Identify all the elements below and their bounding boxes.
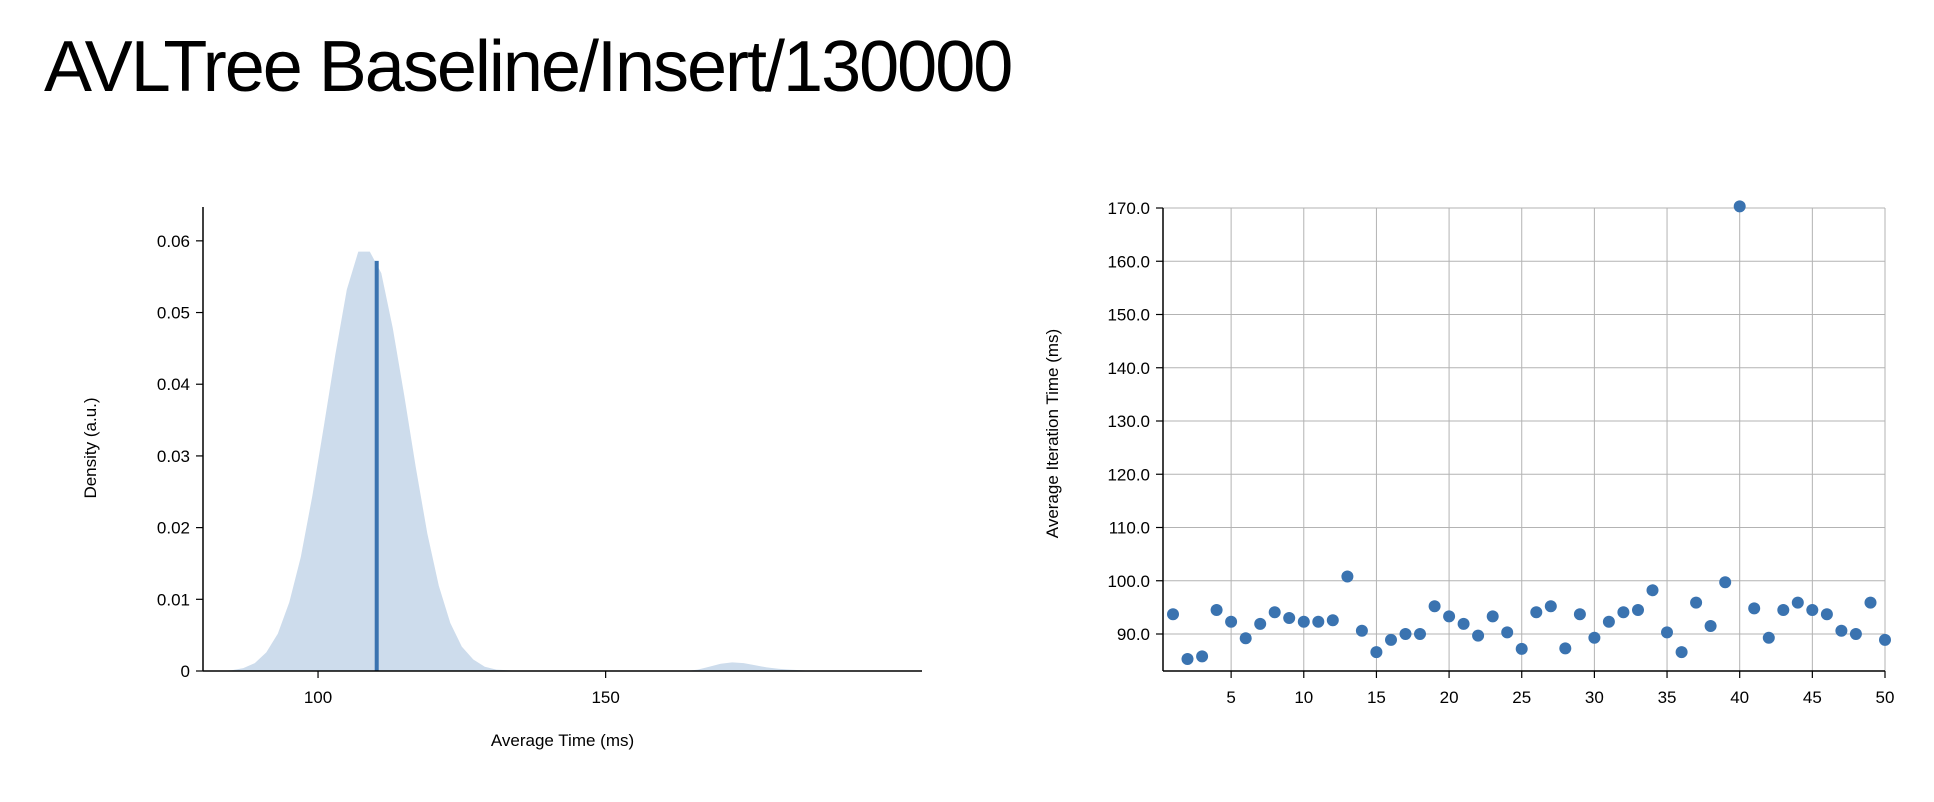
scatter-point — [1849, 628, 1862, 640]
density-y-tick-label: 0 — [181, 662, 190, 681]
scatter-point — [1704, 620, 1717, 632]
scatter-point — [1501, 626, 1514, 639]
scatter-points — [1167, 200, 1891, 665]
scatter-point — [1661, 626, 1673, 639]
scatter-point — [1762, 631, 1775, 644]
scatter-x-tick-label: 10 — [1294, 688, 1313, 707]
scatter-point — [1646, 584, 1659, 597]
scatter-point — [1806, 604, 1819, 616]
scatter-point — [1399, 628, 1412, 640]
scatter-point — [1414, 628, 1426, 640]
scatter-point — [1181, 653, 1194, 665]
scatter-point — [1312, 615, 1325, 628]
scatter-y-tick-label: 100.0 — [1107, 572, 1150, 591]
scatter-point — [1515, 642, 1528, 655]
density-y-axis-label: Density (a.u.) — [81, 397, 100, 498]
scatter-y-tick-label: 140.0 — [1107, 359, 1150, 378]
scatter-point — [1486, 610, 1499, 623]
scatter-point — [1559, 642, 1572, 655]
scatter-point — [1544, 600, 1557, 613]
scatter-point — [1268, 606, 1281, 619]
scatter-point — [1355, 624, 1368, 637]
scatter-grid — [1163, 207, 1886, 671]
scatter-point — [1675, 646, 1688, 659]
scatter-point — [1573, 608, 1586, 621]
scatter-point — [1879, 633, 1891, 646]
density-y-tick-label: 0.06 — [157, 232, 190, 251]
scatter-point — [1443, 610, 1456, 623]
scatter-y-tick-label: 150.0 — [1107, 306, 1150, 325]
iteration-scatter-chart: 90.0 100.0 110.0 120.0 130.0 140.0 150.0 160.0 1… — [1043, 199, 1894, 707]
scatter-y-ticks: 90.0 100.0 110.0 120.0 130.0 140.0 150.0 160.0 1… — [1107, 199, 1163, 644]
density-x-ticks: 100 150 — [304, 671, 620, 707]
density-y-tick-label: 0.02 — [157, 519, 190, 538]
scatter-y-tick-label: 130.0 — [1107, 412, 1150, 431]
density-x-tick-label: 100 — [304, 688, 332, 707]
scatter-point — [1719, 576, 1732, 589]
scatter-x-tick-label: 30 — [1585, 688, 1604, 707]
scatter-point — [1210, 604, 1223, 616]
density-y-ticks: 0 0.01 0.02 0.03 0.04 0.05 0.06 — [157, 232, 203, 681]
scatter-x-tick-label: 20 — [1440, 688, 1459, 707]
scatter-point — [1588, 631, 1601, 644]
scatter-point — [1196, 650, 1209, 663]
density-x-tick-label: 150 — [591, 688, 619, 707]
scatter-point — [1820, 608, 1833, 621]
scatter-point — [1835, 624, 1848, 637]
scatter-x-ticks: 5 10 15 20 25 30 35 40 45 50 — [1226, 671, 1894, 707]
page-title: AVLTree Baseline/Insert/130000 — [44, 27, 1013, 107]
scatter-x-tick-label: 15 — [1367, 688, 1386, 707]
density-x-axis-label: Average Time (ms) — [491, 731, 634, 750]
scatter-point — [1602, 615, 1615, 628]
scatter-y-tick-label: 120.0 — [1107, 465, 1150, 484]
scatter-x-tick-label: 25 — [1512, 688, 1531, 707]
scatter-y-tick-label: 170.0 — [1107, 199, 1150, 218]
scatter-y-tick-label: 90.0 — [1117, 625, 1150, 644]
scatter-x-tick-label: 5 — [1226, 688, 1235, 707]
scatter-point — [1864, 596, 1877, 609]
scatter-point — [1297, 615, 1310, 628]
scatter-x-tick-label: 40 — [1730, 688, 1749, 707]
scatter-y-tick-label: 110.0 — [1109, 519, 1150, 538]
scatter-point — [1370, 646, 1383, 659]
scatter-y-tick-label: 160.0 — [1107, 252, 1150, 271]
scatter-point — [1428, 600, 1441, 613]
scatter-y-axis-label: Average Iteration Time (ms) — [1043, 329, 1062, 538]
scatter-point — [1748, 602, 1761, 615]
scatter-point — [1341, 570, 1354, 583]
scatter-point — [1225, 615, 1238, 628]
scatter-point — [1472, 629, 1485, 642]
scatter-point — [1254, 617, 1267, 630]
scatter-x-tick-label: 45 — [1803, 688, 1822, 707]
density-area — [220, 251, 825, 671]
scatter-point — [1239, 632, 1252, 645]
scatter-x-tick-label: 35 — [1658, 688, 1677, 707]
scatter-x-tick-label: 50 — [1876, 688, 1895, 707]
scatter-point — [1617, 606, 1630, 619]
density-y-tick-label: 0.05 — [157, 304, 190, 323]
scatter-point — [1791, 596, 1804, 609]
scatter-point — [1777, 604, 1790, 616]
scatter-point — [1385, 633, 1397, 646]
scatter-point — [1530, 606, 1543, 619]
density-y-tick-label: 0.04 — [157, 375, 190, 394]
scatter-point — [1690, 596, 1703, 609]
scatter-point — [1167, 608, 1179, 621]
scatter-point — [1632, 604, 1644, 616]
scatter-point — [1733, 200, 1746, 213]
density-y-tick-label: 0.01 — [157, 590, 190, 609]
density-chart: 0 0.01 0.02 0.03 0.04 0.05 0.06 100 150 Average… — [81, 207, 922, 750]
scatter-point — [1457, 617, 1470, 630]
density-y-tick-label: 0.03 — [157, 447, 190, 466]
scatter-point — [1326, 614, 1339, 627]
scatter-point — [1283, 612, 1296, 624]
